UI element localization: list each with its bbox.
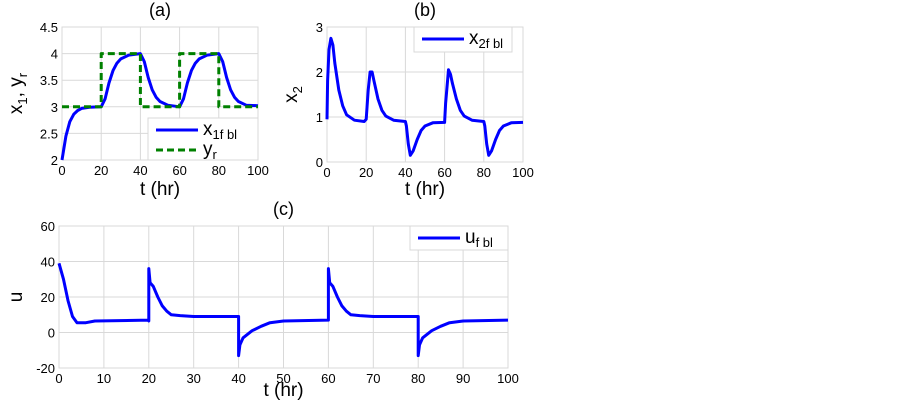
y-axis-label: u xyxy=(6,292,27,303)
x-tick-label: 40 xyxy=(133,163,147,178)
x-tick-label: 50 xyxy=(276,371,290,386)
series-line-yr xyxy=(62,52,258,109)
subplot-title: (a) xyxy=(149,0,171,20)
y-tick-label: 2 xyxy=(316,65,323,80)
legend-box xyxy=(147,117,259,161)
legend: uf bl xyxy=(409,225,509,251)
x-tick-label: 100 xyxy=(512,165,534,180)
y-tick-label: 3 xyxy=(51,100,58,115)
x-tick-label: 70 xyxy=(366,371,380,386)
x-tick-label: 80 xyxy=(411,371,425,386)
subplot-0: 0 20 40 60 80 100 2 2.5 3 3.5 4 4.5 (a) t (hr) x1, yr x… xyxy=(6,0,269,200)
x-tick-label: 40 xyxy=(398,165,412,180)
x-tick-label: 90 xyxy=(456,371,470,386)
x-tick-label: 0 xyxy=(55,371,62,386)
y-tick-label: 3 xyxy=(316,20,323,35)
x-axis-label: t (hr) xyxy=(140,179,180,200)
legend-label: x1f bl xyxy=(203,119,237,142)
x-tick-label: 60 xyxy=(437,165,451,180)
x-tick-label: 20 xyxy=(94,163,108,178)
series-line-x2f-bl xyxy=(325,36,524,157)
legend: x2f bl xyxy=(413,26,513,53)
y-tick-label: 2.5 xyxy=(40,126,58,141)
x-axis-label: t (hr) xyxy=(405,179,445,200)
y-tick-label: 3.5 xyxy=(40,73,58,88)
x-tick-label: 20 xyxy=(359,165,373,180)
x-tick-label: 100 xyxy=(247,163,269,178)
y-tick-label: 2 xyxy=(51,153,58,168)
y-tick-label: -20 xyxy=(36,361,55,376)
axes-frame xyxy=(58,225,509,369)
x-axis-label: t (hr) xyxy=(263,380,303,401)
x-tick-label: 100 xyxy=(497,371,519,386)
x-tick-label: 0 xyxy=(58,163,65,178)
legend-label: x2f bl xyxy=(469,28,503,51)
series-line-uf-bl xyxy=(57,262,509,358)
y-tick-label: 0 xyxy=(316,155,323,170)
x-tick-label: 60 xyxy=(321,371,335,386)
x-tick-label: 80 xyxy=(477,165,491,180)
y-tick-label: 60 xyxy=(41,219,55,234)
y-tick-label: 0 xyxy=(48,326,55,341)
y-tick-label: 1 xyxy=(316,110,323,125)
x-tick-label: 20 xyxy=(142,371,156,386)
x-tick-label: 10 xyxy=(97,371,111,386)
legend-label: yr xyxy=(203,139,218,162)
subplot-title: (c) xyxy=(273,199,294,219)
subplot-1: 0 20 40 60 80 100 0 1 2 3 (b) t (hr) x2 x2f bl xyxy=(281,0,534,200)
subplot-title: (b) xyxy=(414,0,436,20)
y-tick-label: 40 xyxy=(41,255,55,270)
x-tick-label: 40 xyxy=(231,371,245,386)
y-axis-label: x1, yr xyxy=(6,72,30,114)
y-axis-label: x2 xyxy=(281,86,305,103)
y-tick-label: 4.5 xyxy=(40,20,58,35)
y-tick-label: 4 xyxy=(51,47,58,62)
x-tick-label: 60 xyxy=(172,163,186,178)
x-tick-label: 80 xyxy=(212,163,226,178)
y-tick-label: 20 xyxy=(41,290,55,305)
x-tick-label: 30 xyxy=(186,371,200,386)
legend-label: uf bl xyxy=(465,227,493,250)
x-tick-label: 0 xyxy=(323,165,330,180)
